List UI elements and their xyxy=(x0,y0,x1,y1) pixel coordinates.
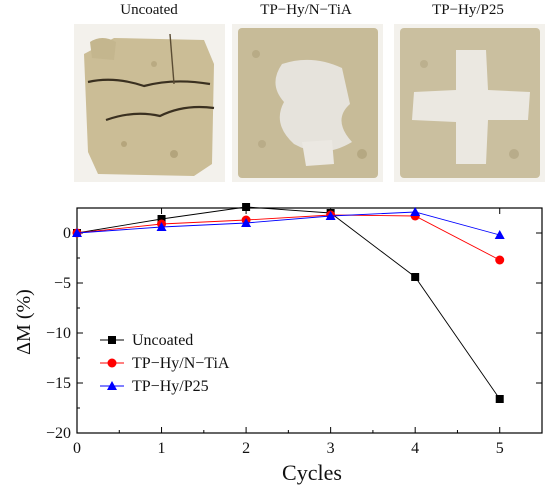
uncoated-sample-image xyxy=(74,24,225,182)
x-tick-label: 0 xyxy=(73,440,81,457)
x-tick-label: 5 xyxy=(496,440,504,457)
x-axis-title: Cycles xyxy=(282,460,342,485)
crack-line xyxy=(87,78,211,88)
series-line xyxy=(76,206,501,400)
data-point xyxy=(495,255,505,265)
legend-item: TP−Hy/N−TiA xyxy=(100,355,230,372)
crack-line xyxy=(105,105,215,122)
data-point xyxy=(410,207,421,216)
photo-label-tp-hy-n-tia: TP−Hy/N−TiA xyxy=(260,2,352,18)
data-point xyxy=(156,222,167,231)
data-point xyxy=(411,273,420,281)
y-tick-label: −10 xyxy=(46,325,71,342)
legend-item: Uncoated xyxy=(100,332,193,349)
data-point xyxy=(157,215,166,223)
legend-label: Uncoated xyxy=(132,332,193,349)
legend-marker xyxy=(108,336,116,344)
photo-label-uncoated: Uncoated xyxy=(120,2,178,18)
y-tick-label: −15 xyxy=(46,375,71,392)
white-cross xyxy=(412,50,530,164)
y-axis-ticks: 0 −5 −10 −15 −20 xyxy=(46,207,542,442)
legend-label: TP−Hy/P25 xyxy=(132,378,209,395)
data-point xyxy=(495,395,504,403)
x-tick-label: 4 xyxy=(411,440,419,457)
legend-marker xyxy=(107,381,117,390)
series-line xyxy=(76,214,500,261)
tp-hy-p25-sample-image xyxy=(394,24,545,182)
photo-tp-hy-n-tia-sample xyxy=(232,24,383,182)
x-tick-label: 3 xyxy=(327,440,335,457)
legend-label: TP−Hy/N−TiA xyxy=(132,355,230,372)
photo-tp-hy-p25-sample xyxy=(394,24,545,182)
series-layer xyxy=(72,203,505,403)
series-line xyxy=(76,211,500,236)
legend-marker xyxy=(107,358,117,368)
photo-label-tp-hy-p25: TP−Hy/P25 xyxy=(432,2,504,18)
legend: Uncoated TP−Hy/N−TiA TP−Hy/P25 xyxy=(100,332,230,395)
x-tick-label: 2 xyxy=(242,440,250,457)
legend-item: TP−Hy/P25 xyxy=(100,378,209,395)
data-point xyxy=(241,218,252,227)
tp-hy-n-tia-sample-image xyxy=(232,24,383,182)
y-axis-title: ΔM (%) xyxy=(13,289,35,355)
series-2 xyxy=(72,207,505,239)
data-point xyxy=(72,228,82,237)
series-0 xyxy=(73,203,504,403)
y-tick-label: −5 xyxy=(54,275,71,292)
sample-block-shape xyxy=(84,38,214,176)
plot-frame xyxy=(76,207,543,434)
y-tick-label: 0 xyxy=(63,225,71,242)
data-point xyxy=(325,211,336,220)
white-patch xyxy=(275,59,352,152)
photo-uncoated-sample xyxy=(74,24,225,182)
data-point xyxy=(242,203,251,211)
plot-border xyxy=(76,207,543,434)
x-tick-label: 1 xyxy=(158,440,166,457)
data-point xyxy=(494,230,505,239)
y-tick-label: −20 xyxy=(46,425,71,442)
